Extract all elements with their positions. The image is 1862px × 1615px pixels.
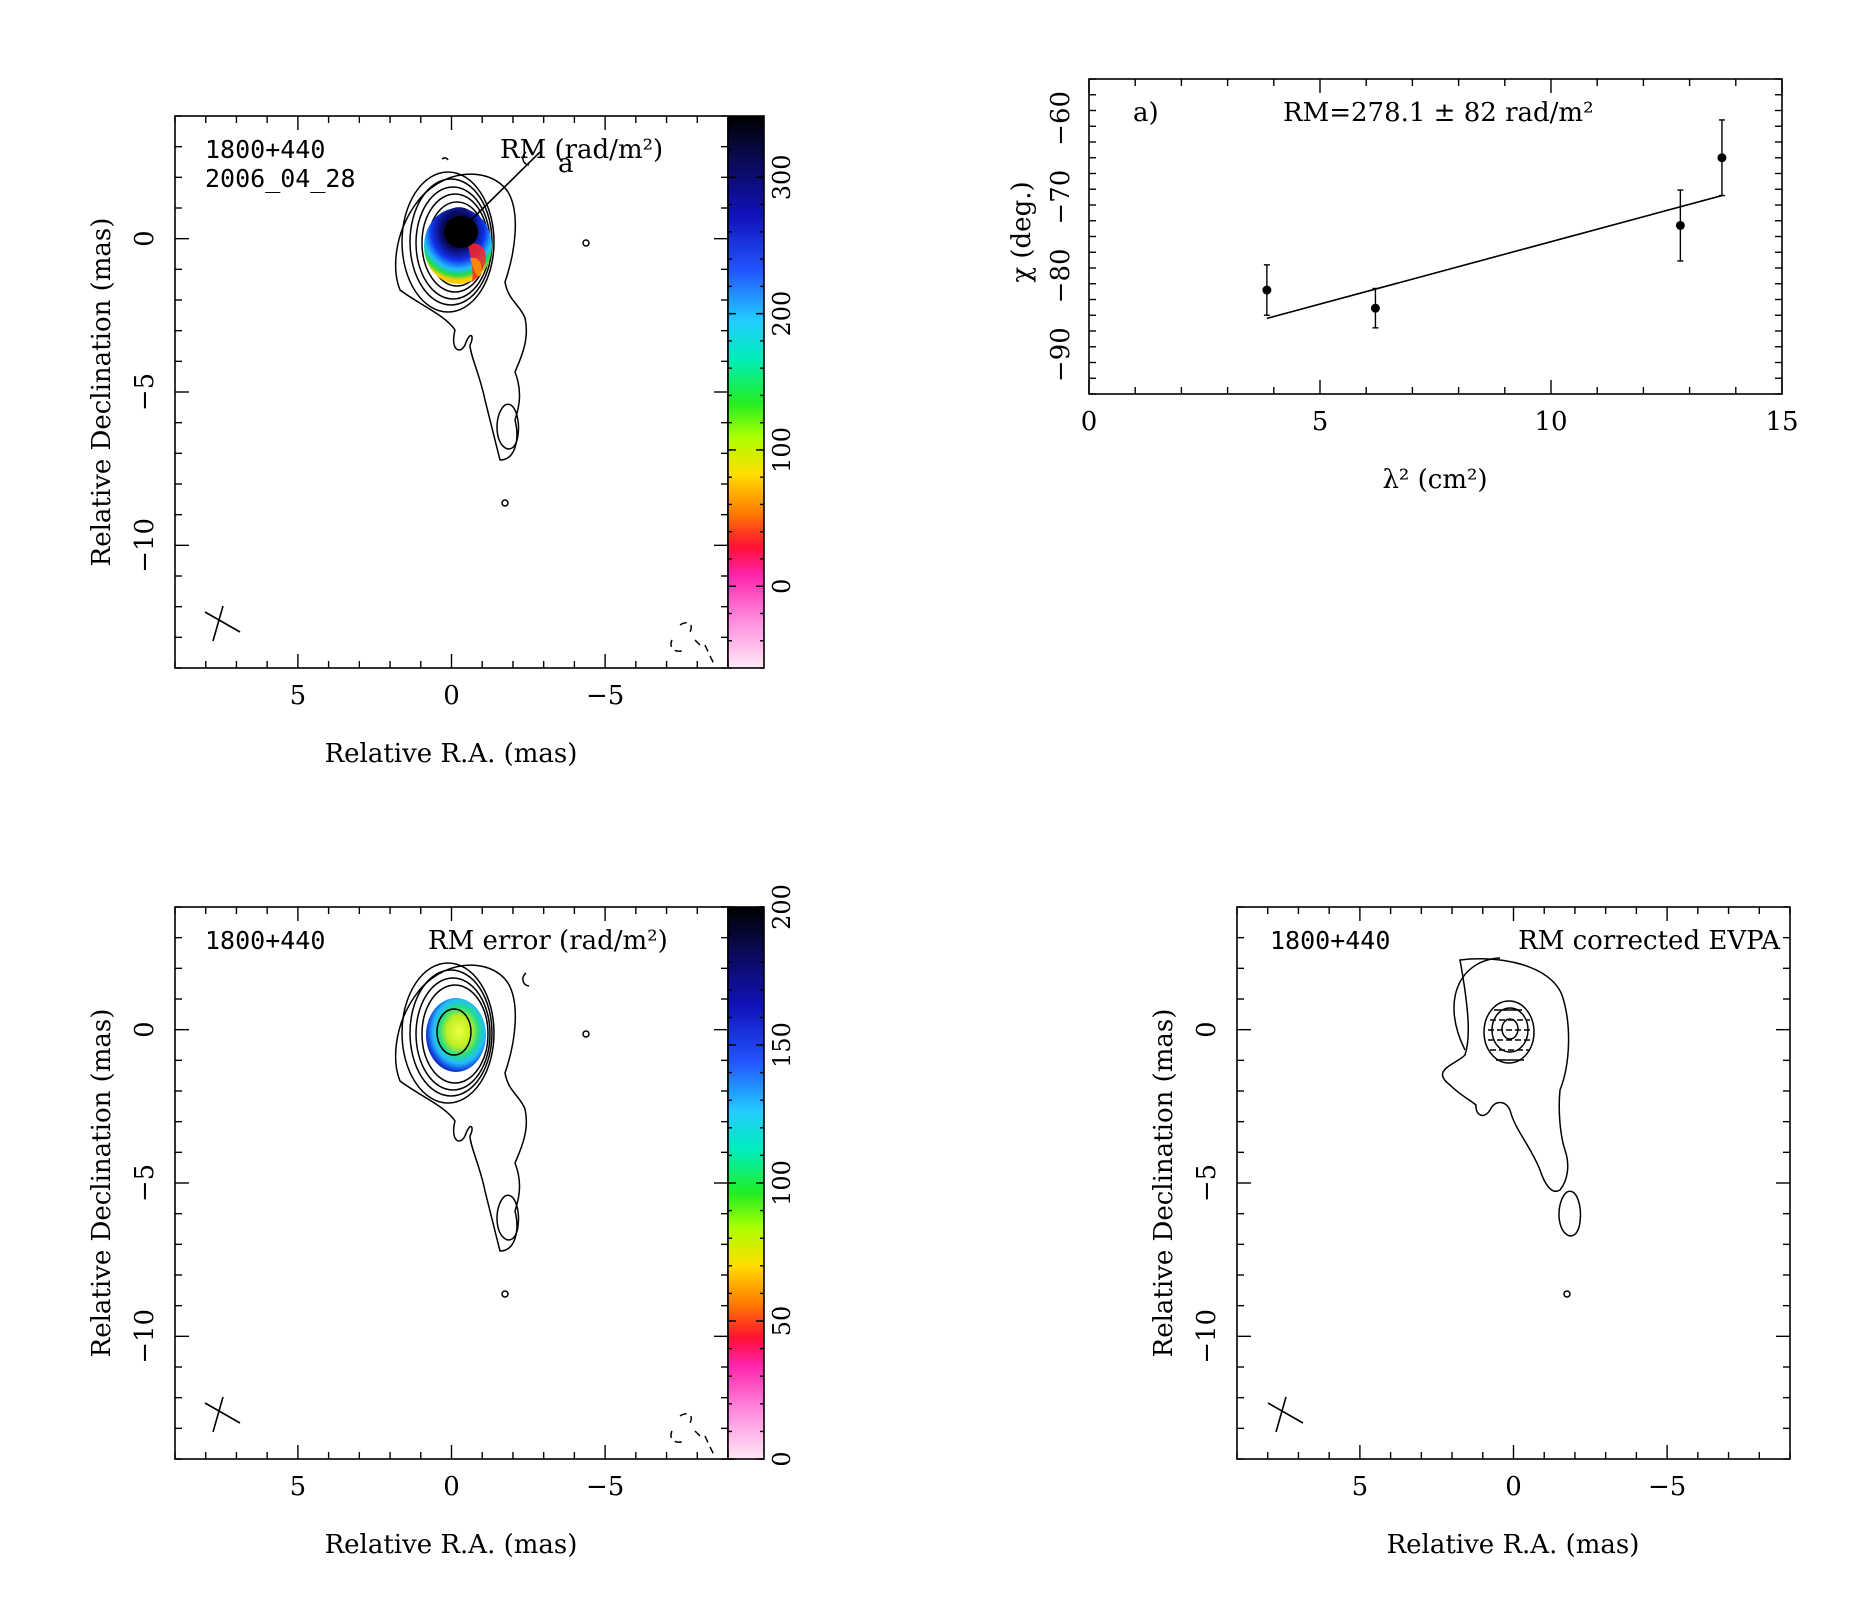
rm-fit-line	[1266, 194, 1723, 320]
colorbar-tick-label: 0	[768, 1451, 796, 1466]
rm-colorbar	[728, 116, 764, 668]
colorbar-tick-label: 200	[768, 291, 796, 337]
y-tick-label: −10	[1192, 1309, 1222, 1364]
rm-map-xlabel: Relative R.A. (mas)	[325, 739, 578, 769]
x-tick-label: −5	[586, 681, 624, 711]
y-tick-label: −90	[1046, 327, 1076, 382]
colorbar-tick-label: 150	[768, 1022, 796, 1068]
y-tick-label: 0	[1192, 1021, 1222, 1038]
colorbar-tick-label: 200	[768, 884, 796, 930]
x-tick-label: 10	[1534, 407, 1567, 437]
rm-colorbar-ticks: 0 100 200 300	[728, 122, 796, 669]
data-point	[1370, 303, 1380, 313]
panel-rm-fit: 0 5 10 15 −60 −70 −80 −90 a) RM=278.1 ± 82 rad/…	[1007, 78, 1799, 495]
data-point	[1675, 220, 1685, 230]
beam-cross	[204, 1396, 241, 1433]
y-tick-label: −60	[1046, 91, 1076, 146]
rm-map-title: RM (rad/m²)	[500, 135, 663, 165]
rm-fit-annotation: RM=278.1 ± 82 rad/m²	[1283, 98, 1594, 128]
rm-error-ylabel: Relative Declination (mas)	[87, 1009, 117, 1358]
evpa-xlabel: Relative R.A. (mas)	[1387, 1530, 1640, 1560]
marker-line	[463, 151, 541, 228]
rm-fit-xlabel: λ² (cm²)	[1382, 465, 1487, 495]
y-tick-label: 0	[130, 1021, 160, 1038]
rm-map-frame	[174, 115, 729, 669]
x-tick-label: 15	[1765, 407, 1798, 437]
rm-map-ylabel: Relative Declination (mas)	[87, 218, 117, 567]
x-tick-label: 5	[290, 681, 307, 711]
rm-error-xlabel: Relative R.A. (mas)	[325, 1530, 578, 1560]
rm-error-title: RM error (rad/m²)	[428, 926, 668, 956]
rm-error-contours	[394, 962, 715, 1456]
rm-map-axes: 5 0 −5 0 −5 −10	[130, 115, 729, 711]
colorbar-tick-label: 100	[768, 427, 796, 473]
x-tick-label: 5	[290, 1472, 307, 1502]
panel-rm-map: 0 100 200 300 a	[87, 115, 796, 769]
evpa-title: RM corrected EVPA	[1518, 926, 1781, 956]
evpa-contours	[1441, 957, 1582, 1298]
y-tick-label: −70	[1046, 170, 1076, 225]
y-tick-label: −80	[1046, 248, 1076, 303]
x-tick-label: 0	[1505, 1472, 1522, 1502]
source-label: 1800+440	[205, 926, 325, 955]
beam-cross	[1267, 1396, 1304, 1433]
panel-evpa-map: 1800+440 RM corrected EVPA 5 0 −5 0 −5 −10 Re…	[1149, 906, 1791, 1560]
y-tick-label: 0	[130, 230, 160, 247]
rm-emission	[424, 208, 492, 284]
y-tick-label: −10	[130, 1309, 160, 1364]
fit-line	[1266, 194, 1723, 320]
y-tick-label: −5	[130, 1164, 160, 1202]
x-tick-label: 5	[1352, 1472, 1369, 1502]
rm-error-colorbar-ticks: 0 50 100 150 200	[728, 884, 796, 1467]
x-tick-label: 0	[443, 681, 460, 711]
colorbar-tick-label: 300	[768, 154, 796, 200]
rm-error-frame	[174, 906, 729, 1460]
colorbar-tick-label: 0	[768, 579, 796, 594]
date-label: 2006_04_28	[205, 164, 356, 193]
x-tick-label: −5	[1648, 1472, 1686, 1502]
beam-cross	[204, 605, 241, 642]
y-tick-label: −5	[130, 373, 160, 411]
evpa-vectors	[1488, 1009, 1532, 1061]
evpa-frame	[1236, 906, 1791, 1460]
data-point	[1717, 153, 1727, 163]
panel-label: a)	[1133, 98, 1159, 128]
x-tick-label: 5	[1312, 407, 1329, 437]
rm-fit-points	[1262, 119, 1727, 329]
marker-label: a	[558, 149, 574, 179]
source-label: 1800+440	[1270, 926, 1390, 955]
x-tick-label: −5	[586, 1472, 624, 1502]
rm-error-emission	[426, 998, 486, 1072]
rm-fit-axes: 0 5 10 15 −60 −70 −80 −90	[1046, 78, 1799, 437]
x-tick-label: 0	[1081, 407, 1098, 437]
x-tick-label: 0	[443, 1472, 460, 1502]
rm-error-axes: 5 0 −5 0 −5 −10	[130, 906, 729, 1502]
y-tick-label: −5	[1192, 1164, 1222, 1202]
evpa-axes: 5 0 −5 0 −5 −10	[1192, 906, 1791, 1502]
y-tick-label: −10	[130, 518, 160, 573]
source-label: 1800+440	[205, 135, 325, 164]
colorbar-tick-label: 50	[768, 1306, 796, 1337]
data-point	[1262, 285, 1272, 295]
colorbar-tick-label: 100	[768, 1160, 796, 1206]
rm-fit-ylabel: χ (deg.)	[1007, 181, 1037, 282]
evpa-ylabel: Relative Declination (mas)	[1149, 1009, 1179, 1358]
